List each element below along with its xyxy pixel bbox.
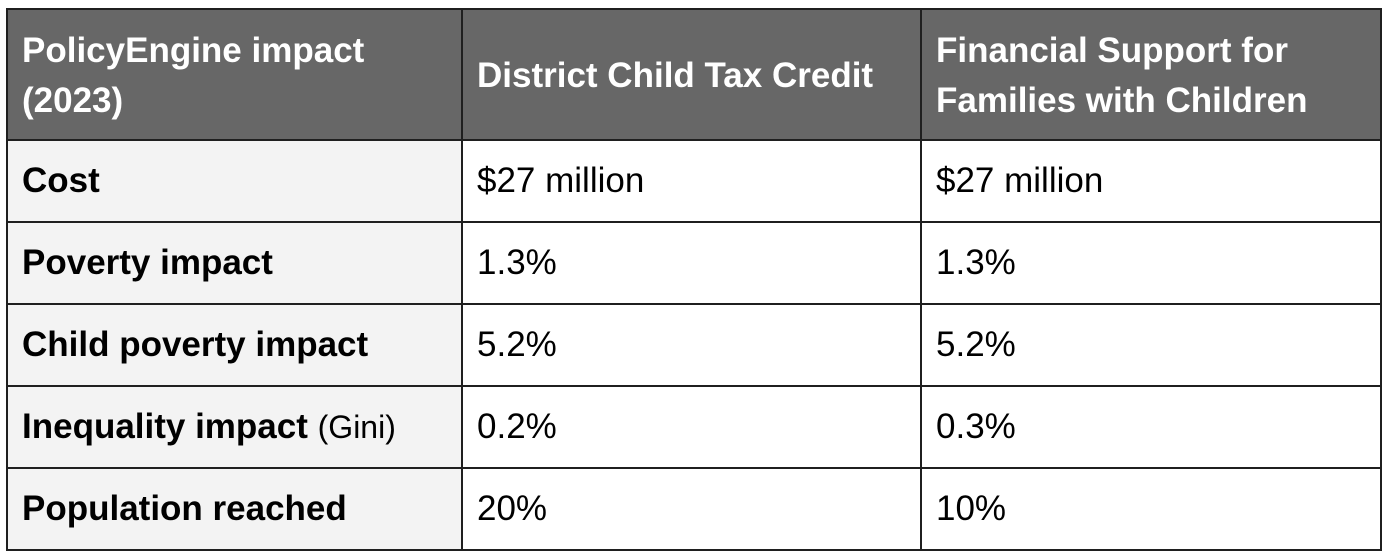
row-label-note: (Gini) (317, 409, 396, 445)
table-cell: 5.2% (461, 303, 922, 387)
header-metric: PolicyEngine impact (2023) (6, 8, 463, 141)
row-label-population-reached: Population reached (6, 467, 463, 551)
table-cell: $27 million (920, 139, 1382, 223)
table-row: Inequality impact (Gini) 0.2% 0.3% (6, 385, 1382, 469)
table-cell: 1.3% (920, 221, 1382, 305)
table-row: Child poverty impact 5.2% 5.2% (6, 303, 1382, 387)
policy-comparison-table: PolicyEngine impact (2023) District Chil… (6, 8, 1382, 551)
table-row: Poverty impact 1.3% 1.3% (6, 221, 1382, 305)
row-label-cost: Cost (6, 139, 463, 223)
row-label-poverty-impact: Poverty impact (6, 221, 463, 305)
row-label-text: Population reached (22, 489, 347, 528)
header-financial-support-families: Financial Support for Families with Chil… (920, 8, 1382, 141)
row-label-text: Inequality impact (22, 407, 308, 446)
table-cell: 1.3% (461, 221, 922, 305)
table-cell: 0.2% (461, 385, 922, 469)
row-label-text: Cost (22, 161, 100, 200)
table-cell: 0.3% (920, 385, 1382, 469)
row-label-text: Poverty impact (22, 243, 273, 282)
row-label-child-poverty-impact: Child poverty impact (6, 303, 463, 387)
header-district-child-tax-credit: District Child Tax Credit (461, 8, 922, 141)
row-label-inequality-impact: Inequality impact (Gini) (6, 385, 463, 469)
table-cell: 5.2% (920, 303, 1382, 387)
table-row: Population reached 20% 10% (6, 467, 1382, 551)
table-cell: 20% (461, 467, 922, 551)
row-label-text: Child poverty impact (22, 325, 369, 364)
table-header-row: PolicyEngine impact (2023) District Chil… (6, 8, 1382, 141)
comparison-table-container: PolicyEngine impact (2023) District Chil… (6, 8, 1382, 551)
table-cell: $27 million (461, 139, 922, 223)
table-cell: 10% (920, 467, 1382, 551)
table-row: Cost $27 million $27 million (6, 139, 1382, 223)
